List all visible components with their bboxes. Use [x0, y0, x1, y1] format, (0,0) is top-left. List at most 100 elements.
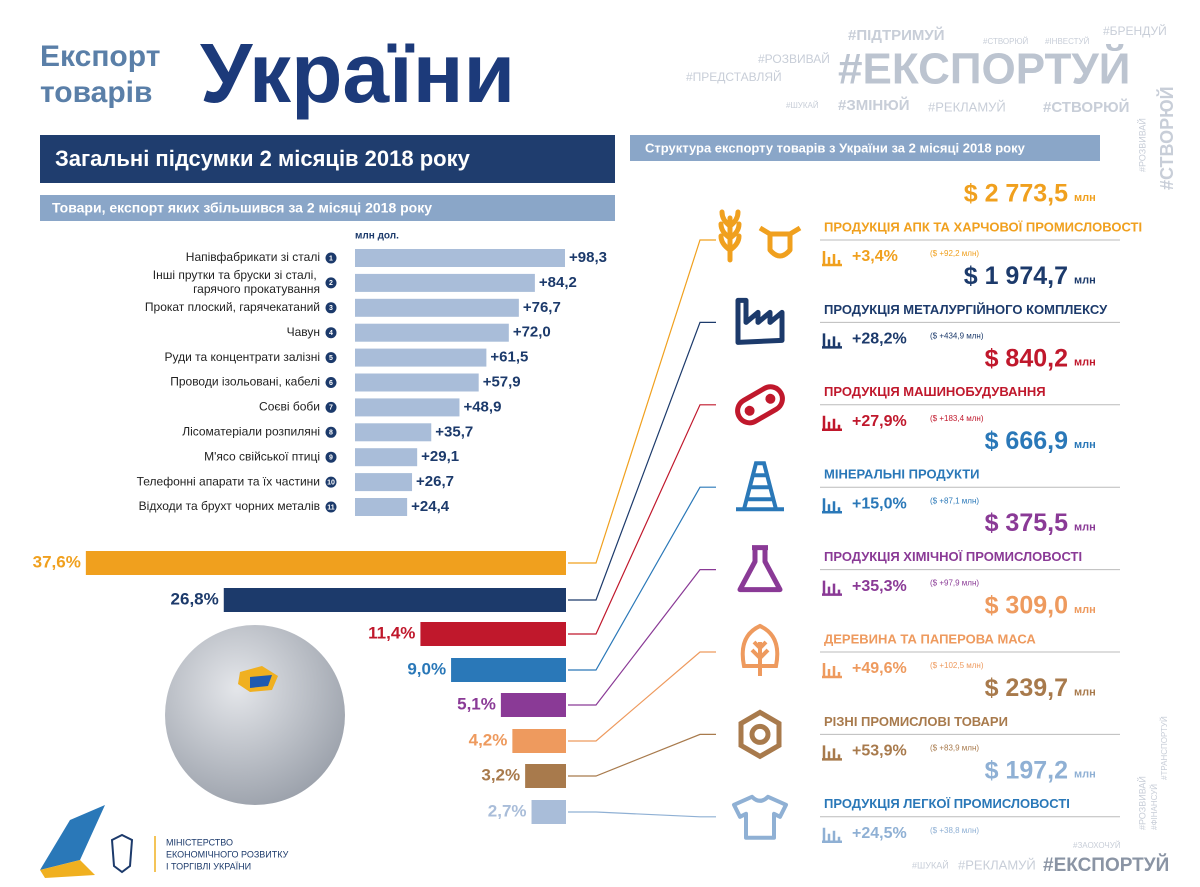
rank-number: 1 — [329, 255, 333, 262]
hashtag: #ІНВЕСТУЙ — [1045, 37, 1090, 46]
share-bar — [525, 764, 566, 788]
bar — [355, 249, 565, 267]
growth: +27,9% — [852, 413, 907, 430]
category-name: ПРОДУКЦІЯ ЛЕГКОЇ ПРОМИСЛОВОСТІ — [824, 796, 1070, 811]
chart-title: Товари, експорт яких збільшився за 2 міс… — [52, 200, 432, 216]
share-bar — [531, 800, 566, 824]
rank-number: 11 — [327, 504, 335, 511]
bar — [355, 298, 519, 317]
share-bar — [420, 622, 566, 646]
connector — [568, 651, 716, 742]
value-label: +35,7 — [435, 423, 473, 440]
hashtag: #РЕКЛАМУЙ — [958, 857, 1036, 872]
category-icon — [738, 709, 782, 760]
connector — [568, 733, 716, 777]
structure-title: Структура експорту товарів з України за … — [645, 140, 1026, 155]
bar — [355, 473, 413, 492]
hashtag: #ЗАОХОЧУЙ — [1073, 841, 1121, 850]
delta: ($ +87,1 млн) — [930, 496, 979, 505]
share-label: 5,1% — [457, 694, 496, 713]
amount: $ 309,0 — [985, 592, 1068, 620]
rank-badge — [325, 501, 337, 513]
rank-number: 2 — [329, 280, 333, 287]
growth: +15,0% — [852, 495, 907, 512]
rank-badge — [325, 426, 337, 438]
rank-number: 8 — [329, 430, 333, 437]
growth-icon — [822, 251, 842, 267]
category-name: ПРОДУКЦІЯ МЕТАЛУРГІЙНОГО КОМПЛЕКСУ — [824, 302, 1108, 317]
category-name: МІНЕРАЛЬНІ ПРОДУКТИ — [824, 467, 980, 482]
logo — [40, 860, 95, 878]
growth: +53,9% — [852, 743, 907, 760]
amount-unit: млн — [1074, 522, 1096, 534]
hashtag: #БРЕНДУЙ — [1103, 23, 1167, 38]
rank-badge — [325, 377, 337, 388]
coat-of-arms — [110, 833, 134, 874]
value-label: +76,7 — [523, 299, 561, 316]
share-bar — [85, 551, 567, 575]
ministry-line: І ТОРГІВЛІ УКРАЇНИ — [166, 861, 251, 871]
category-name: ПРОДУКЦІЯ АПК ТА ХАРЧОВОЇ ПРОМИСЛОВОСТІ — [824, 219, 1142, 234]
hashtag: #СТВОРЮЙ — [983, 37, 1029, 46]
growth-icon — [822, 580, 842, 596]
hashtag: #РОЗВИВАЙ — [1136, 118, 1147, 172]
delta: ($ +102,5 млн) — [930, 661, 984, 670]
rank-number: 7 — [329, 405, 333, 412]
rank-number: 9 — [329, 455, 333, 462]
amount-unit: млн — [1074, 439, 1096, 451]
hashtag: #ШУКАЙ — [786, 101, 819, 110]
bar — [355, 398, 460, 417]
amount: $ 197,2 — [985, 756, 1068, 784]
rank-badge — [325, 327, 337, 339]
growth: +28,2% — [852, 331, 907, 348]
hashtag: #РОЗВИВАЙ — [1136, 776, 1147, 830]
growth-icon — [822, 498, 842, 514]
structure-banner — [630, 135, 1100, 161]
amount: $ 375,5 — [985, 509, 1069, 537]
rank-badge — [325, 476, 337, 488]
delta: ($ +183,4 млн) — [930, 414, 984, 423]
share-label: 2,7% — [488, 801, 527, 820]
connector — [568, 321, 716, 601]
hashtag: #СТВОРЮЙ — [1156, 86, 1177, 190]
category-icon — [736, 461, 784, 512]
value-label: +24,4 — [411, 498, 450, 515]
rank-badge — [325, 252, 337, 264]
content: +98,3 1 Напівфабрикати зі сталі +84,2 2 Інші … — [33, 180, 1142, 872]
category-label: М'ясо свійської птиці — [204, 449, 320, 463]
delta: ($ +97,9 млн) — [930, 579, 979, 588]
bar — [355, 423, 432, 442]
connector — [568, 404, 716, 635]
hashtag: #ТРАНСПОРТУЙ — [1160, 716, 1169, 780]
value-label: +84,2 — [539, 274, 577, 291]
share-bar — [500, 693, 566, 717]
amount-unit: млн — [1074, 686, 1096, 698]
category-label: Руди та концентрати залізні — [165, 350, 321, 364]
growth: +49,6% — [852, 660, 907, 677]
share-label: 26,8% — [171, 589, 219, 608]
connector — [568, 811, 716, 818]
amount-unit: млн — [1074, 769, 1096, 781]
category-icon — [718, 209, 802, 263]
category-label: Соєві боби — [259, 400, 320, 414]
hashtag: #СТВОРЮЙ — [1043, 98, 1129, 116]
category-name: ПРОДУКЦІЯ ХІМІЧНОЇ ПРОМИСЛОВОСТІ — [824, 549, 1082, 564]
unit-label: млн дол. — [355, 231, 399, 242]
value-label: +26,7 — [416, 473, 454, 490]
rank-badge — [325, 302, 337, 314]
delta: ($ +92,2 млн) — [930, 249, 979, 258]
share-bar — [451, 658, 566, 682]
rank-badge — [325, 352, 337, 364]
growth: +24,5% — [852, 825, 907, 842]
growth-icon — [822, 827, 842, 844]
rank-number: 4 — [329, 330, 333, 337]
amount-unit: млн — [1074, 192, 1096, 204]
share-label: 9,0% — [407, 659, 446, 678]
growth: +35,3% — [852, 578, 907, 595]
bar — [355, 323, 509, 342]
share-label: 37,6% — [33, 552, 81, 571]
amount: $ 1 974,7 — [964, 262, 1068, 290]
bar — [355, 348, 487, 367]
category-label: Проводи ізольовані, кабелі — [170, 375, 320, 389]
